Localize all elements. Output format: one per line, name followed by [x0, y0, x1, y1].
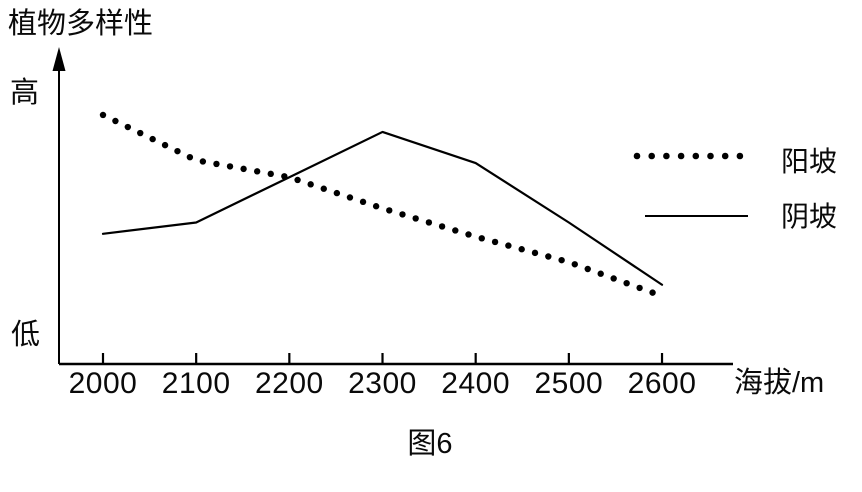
y-axis-low-label: 低	[11, 319, 41, 351]
y-axis-high-label: 高	[10, 77, 40, 109]
series-dot-阳坡	[636, 284, 643, 292]
series-dot-阳坡	[505, 242, 512, 249]
series-dot-阳坡	[623, 279, 630, 287]
series-dot-阳坡	[186, 153, 194, 161]
figure-caption: 图6	[407, 428, 453, 460]
series-dot-阳坡	[99, 111, 107, 119]
legend-sample-dotted	[692, 152, 700, 160]
y-axis-title: 植物多样性	[8, 8, 154, 40]
series-dot-阳坡	[425, 219, 433, 226]
series-dot-阳坡	[399, 211, 406, 218]
x-axis-label: 海拔/m	[734, 367, 825, 399]
series-dot-阳坡	[346, 194, 354, 201]
legend-label-sunny-slope: 阳坡	[781, 146, 838, 177]
legend-sample-dotted	[648, 152, 655, 160]
series-dot-阳坡	[294, 176, 301, 184]
series-dot-阳坡	[531, 249, 539, 257]
series-dot-阳坡	[240, 165, 247, 173]
series-dot-阳坡	[478, 235, 485, 242]
legend-sample-dotted	[677, 152, 685, 160]
series-dot-阳坡	[438, 223, 446, 230]
series-line-阴坡	[101, 130, 664, 286]
series-dot-阳坡	[491, 238, 499, 246]
series-dot-阳坡	[124, 123, 132, 131]
series-dot-阳坡	[465, 231, 472, 238]
series-dot-阳坡	[112, 117, 119, 125]
series-dot-阳坡	[558, 256, 565, 264]
series-dot-阳坡	[649, 289, 656, 296]
series-dot-阳坡	[174, 147, 181, 155]
series-dot-阳坡	[545, 253, 552, 260]
series-dot-阳坡	[161, 141, 169, 149]
series-dot-阳坡	[597, 270, 604, 277]
series-dot-阳坡	[267, 170, 274, 178]
legend-label-shady-slope: 阴坡	[781, 201, 838, 232]
legend-sample-dotted	[707, 152, 714, 160]
series-dot-阳坡	[213, 160, 220, 168]
legend-sample-dotted	[721, 152, 729, 160]
series-dot-阳坡	[253, 168, 261, 175]
x-tick-label: 2100	[161, 367, 231, 400]
series-dot-阳坡	[571, 261, 578, 268]
legend-sample-dotted	[736, 152, 744, 160]
series-dot-阳坡	[320, 185, 327, 192]
series-dot-阳坡	[372, 203, 380, 210]
series-dot-阳坡	[386, 207, 393, 214]
series-dot-阳坡	[149, 135, 156, 143]
series-dot-阳坡	[137, 129, 144, 137]
x-tick-label: 2400	[441, 367, 511, 400]
series-dot-阳坡	[199, 158, 207, 165]
x-tick-label: 2000	[68, 367, 138, 400]
series-dot-阳坡	[584, 265, 591, 273]
series-dot-阳坡	[412, 215, 419, 222]
legend-sample-dotted	[633, 152, 641, 160]
series-dot-阳坡	[359, 198, 367, 206]
series-dot-阳坡	[518, 246, 525, 253]
series-dot-阳坡	[610, 275, 617, 282]
series-dot-阳坡	[307, 181, 314, 188]
legend-sample-dotted	[663, 152, 670, 160]
x-tick-label: 2500	[534, 367, 604, 400]
series-dot-阳坡	[452, 227, 459, 234]
x-tick-label: 2600	[627, 367, 697, 400]
series-dot-阳坡	[226, 163, 234, 170]
x-tick-label: 2200	[254, 367, 324, 400]
y-axis-arrowhead	[52, 47, 66, 71]
x-tick-label: 2300	[348, 367, 417, 400]
series-dot-阳坡	[333, 189, 341, 197]
